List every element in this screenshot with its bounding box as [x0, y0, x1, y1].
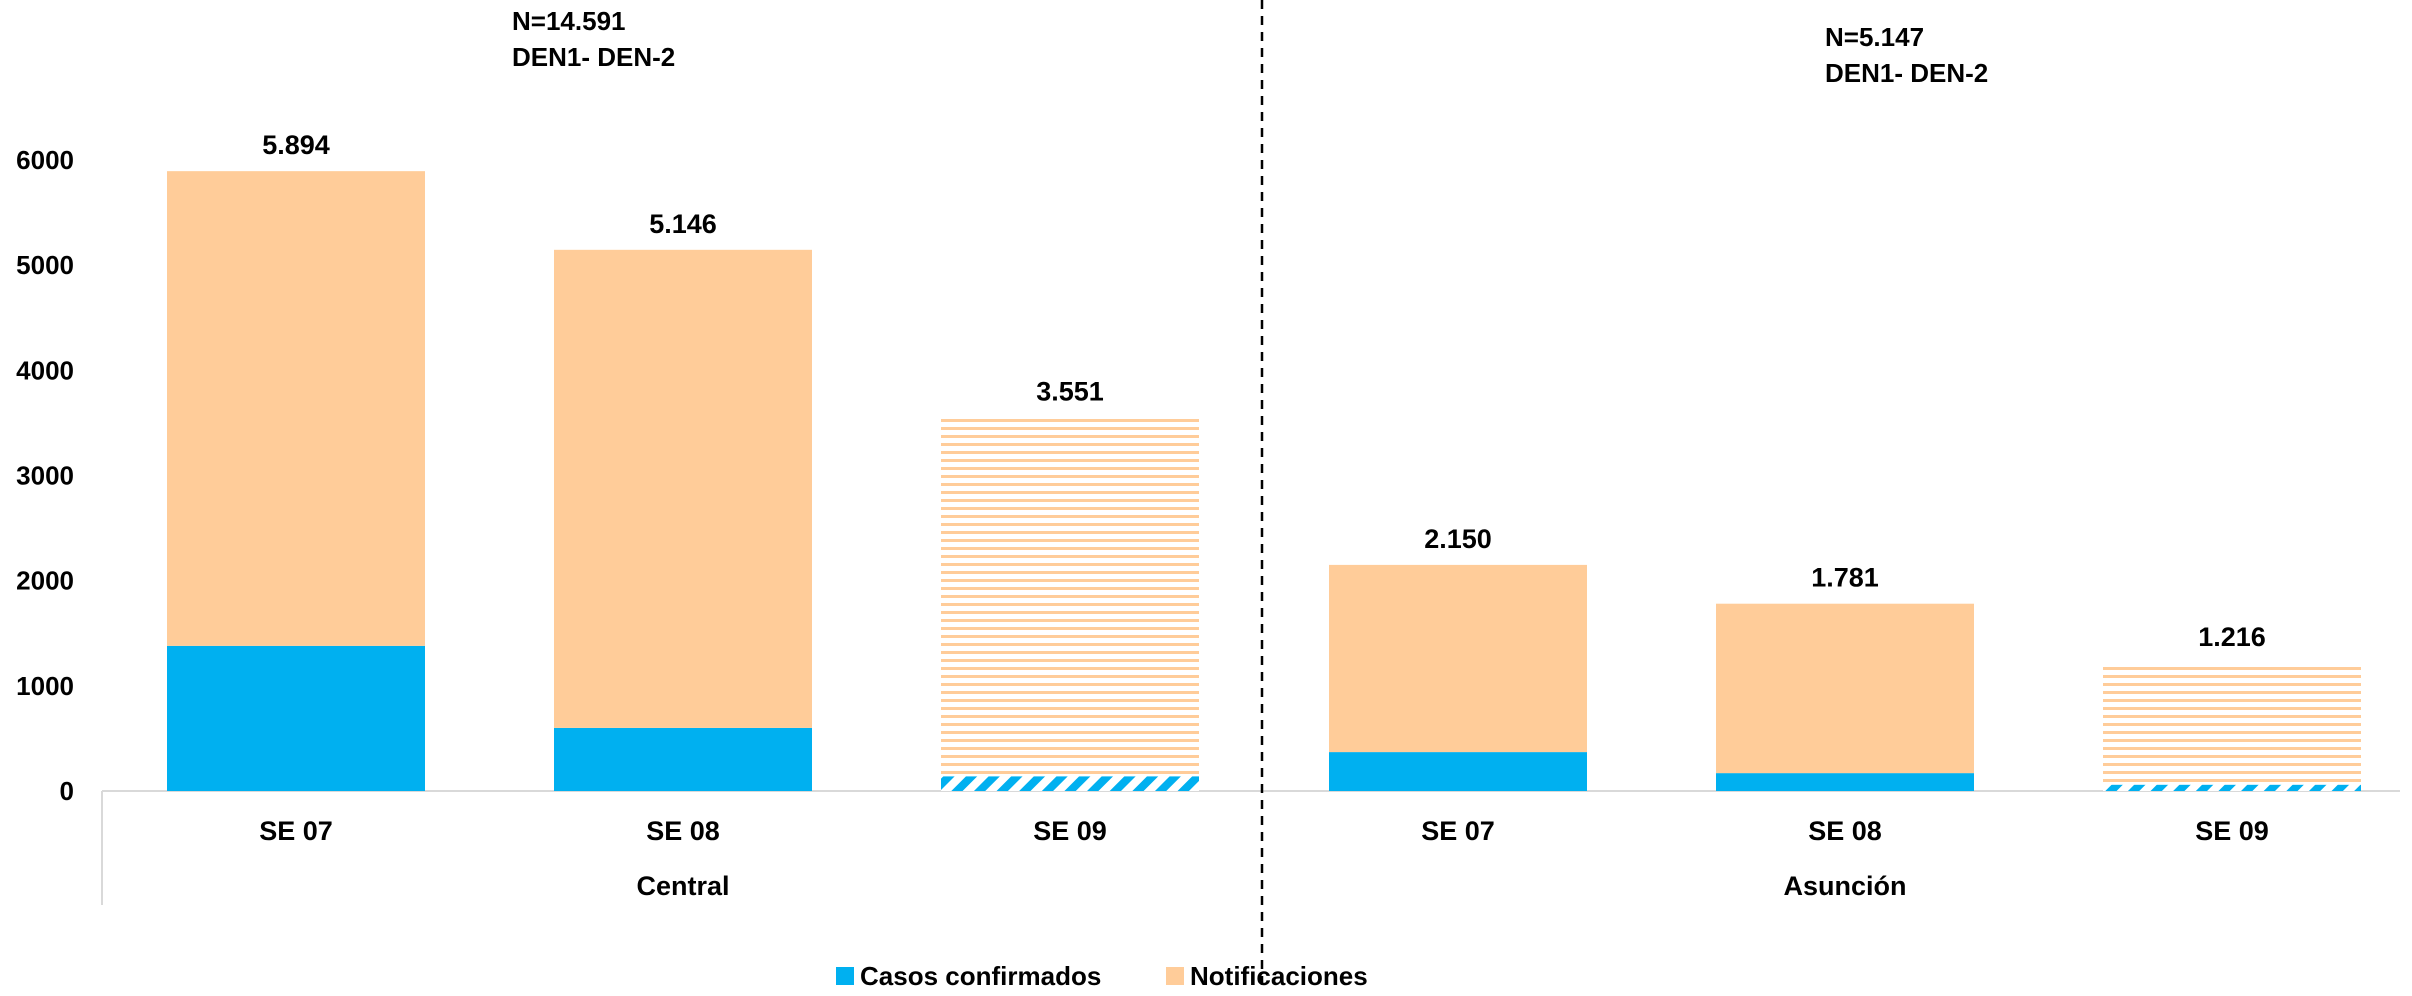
y-tick-label: 5000: [16, 250, 74, 280]
bar-notificaciones: [554, 249, 812, 728]
legend-label: Notificaciones: [1190, 961, 1368, 991]
bar-notificaciones: [2103, 663, 2361, 785]
data-label-total: 5.894: [262, 130, 330, 160]
bars-layer: [167, 171, 2361, 791]
y-tick-label: 0: [60, 776, 74, 806]
bar-casos-confirmados: [1716, 773, 1974, 791]
annotation-n-total: N=5.147: [1825, 22, 1924, 52]
legend: Casos confirmados Notificaciones: [836, 961, 1368, 991]
bar-notificaciones: [167, 171, 425, 646]
data-label-total: 1.781: [1811, 563, 1879, 593]
y-tick-label: 1000: [16, 671, 74, 701]
data-label-total: 1.216: [2198, 622, 2266, 652]
x-tick-label: SE 08: [646, 816, 720, 846]
annotation-n-total: N=14.591: [512, 6, 625, 36]
annotation-serotypes: DEN1- DEN-2: [1825, 58, 1988, 88]
x-tick-label: SE 08: [1808, 816, 1882, 846]
legend-swatch: [836, 967, 854, 985]
bar-casos-confirmados: [941, 776, 1199, 791]
axes-layer: [101, 0, 2400, 991]
bar-casos-confirmados: [2103, 784, 2361, 791]
labels-layer: 0 1000 2000 3000 4000 5000 6000 5.894 SE 07 5.146…: [16, 6, 2269, 901]
group-label: Central: [636, 871, 729, 901]
bar-casos-confirmados: [167, 645, 425, 791]
y-tick-label: 3000: [16, 461, 74, 491]
data-label-total: 5.146: [649, 209, 717, 239]
x-tick-label: SE 07: [1421, 816, 1495, 846]
bar-notificaciones: [941, 417, 1199, 777]
legend-swatch: [1166, 967, 1184, 985]
y-tick-label: 4000: [16, 355, 74, 385]
bar-casos-confirmados: [554, 727, 812, 791]
data-label-total: 3.551: [1036, 377, 1104, 407]
y-tick-label: 6000: [16, 145, 74, 175]
x-tick-label: SE 09: [1033, 816, 1107, 846]
x-tick-label: SE 09: [2195, 816, 2269, 846]
bar-notificaciones: [1716, 603, 1974, 774]
legend-label: Casos confirmados: [860, 961, 1101, 991]
group-label: Asunción: [1783, 871, 1906, 901]
data-label-total: 2.150: [1424, 524, 1492, 554]
bar-notificaciones: [1329, 564, 1587, 753]
x-tick-label: SE 07: [259, 816, 333, 846]
bar-casos-confirmados: [1329, 752, 1587, 791]
annotation-serotypes: DEN1- DEN-2: [512, 42, 675, 72]
y-tick-label: 2000: [16, 566, 74, 596]
